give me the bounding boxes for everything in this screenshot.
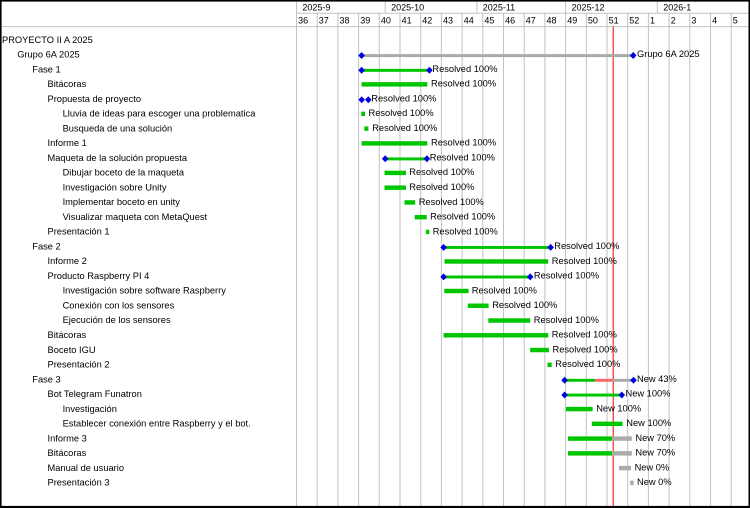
- svg-text:42: 42: [422, 16, 432, 26]
- svg-text:PROYECTO II A 2025: PROYECTO II A 2025: [2, 35, 93, 45]
- svg-text:52: 52: [629, 16, 639, 26]
- svg-text:Resolved 100%: Resolved 100%: [472, 285, 537, 295]
- svg-text:1: 1: [650, 16, 655, 26]
- svg-text:Lluvia de ideas para escoger u: Lluvia de ideas para escoger una problem…: [63, 109, 257, 119]
- svg-text:44: 44: [464, 16, 474, 26]
- svg-text:Presentación 1: Presentación 1: [48, 227, 110, 237]
- svg-text:Resolved 100%: Resolved 100%: [430, 152, 495, 162]
- svg-text:2: 2: [671, 16, 676, 26]
- svg-text:37: 37: [319, 16, 329, 26]
- svg-text:Resolved 100%: Resolved 100%: [369, 108, 434, 118]
- svg-text:New 100%: New 100%: [626, 389, 671, 399]
- svg-text:Informe 3: Informe 3: [48, 433, 87, 443]
- svg-text:2025-11: 2025-11: [483, 2, 515, 12]
- svg-text:Resolved 100%: Resolved 100%: [431, 79, 496, 89]
- svg-text:40: 40: [381, 16, 391, 26]
- svg-text:Bot Telegram Funatron: Bot Telegram Funatron: [48, 389, 142, 399]
- svg-text:51: 51: [609, 16, 619, 26]
- svg-text:Resolved 100%: Resolved 100%: [409, 167, 474, 177]
- svg-text:New 100%: New 100%: [596, 403, 641, 413]
- svg-text:Propuesta de proyecto: Propuesta de proyecto: [48, 94, 142, 104]
- svg-text:Fase 1: Fase 1: [32, 64, 60, 74]
- svg-text:38: 38: [340, 16, 350, 26]
- svg-text:43: 43: [443, 16, 453, 26]
- svg-text:Resolved 100%: Resolved 100%: [554, 241, 619, 251]
- svg-text:Fase 2: Fase 2: [32, 241, 60, 251]
- svg-text:Presentación 3: Presentación 3: [48, 478, 110, 488]
- svg-text:New 70%: New 70%: [635, 448, 675, 458]
- svg-text:Investigación sobre Unity: Investigación sobre Unity: [63, 182, 167, 192]
- svg-text:36: 36: [298, 16, 308, 26]
- svg-text:41: 41: [402, 16, 412, 26]
- svg-text:Resolved 100%: Resolved 100%: [371, 93, 436, 103]
- svg-text:2025-10: 2025-10: [391, 2, 424, 12]
- svg-text:2025-9: 2025-9: [302, 2, 330, 12]
- svg-text:Grupo 6A 2025: Grupo 6A 2025: [17, 50, 80, 60]
- svg-text:Visualizar maqueta con MetaQue: Visualizar maqueta con MetaQuest: [63, 212, 208, 222]
- svg-text:Boceto IGU: Boceto IGU: [48, 345, 96, 355]
- svg-text:Resolved 100%: Resolved 100%: [372, 123, 437, 133]
- svg-text:Resolved 100%: Resolved 100%: [534, 271, 599, 281]
- svg-text:Resolved 100%: Resolved 100%: [534, 315, 599, 325]
- svg-text:4: 4: [712, 16, 717, 26]
- svg-text:Resolved 100%: Resolved 100%: [433, 226, 498, 236]
- svg-text:Informe 2: Informe 2: [48, 256, 87, 266]
- svg-text:Manual de usuario: Manual de usuario: [48, 463, 125, 473]
- svg-text:Presentación 2: Presentación 2: [48, 360, 110, 370]
- svg-text:Investigación sobre software R: Investigación sobre software Raspberry: [63, 286, 227, 296]
- svg-text:50: 50: [588, 16, 598, 26]
- svg-text:Implementar boceto en unity: Implementar boceto en unity: [63, 197, 181, 207]
- svg-text:Bitácoras: Bitácoras: [48, 448, 87, 458]
- svg-text:Investigación: Investigación: [63, 404, 117, 414]
- svg-text:Resolved 100%: Resolved 100%: [552, 256, 617, 266]
- svg-text:Resolved 100%: Resolved 100%: [553, 344, 618, 354]
- svg-text:Bitácoras: Bitácoras: [48, 330, 87, 340]
- svg-text:46: 46: [505, 16, 515, 26]
- svg-text:Establecer conexión entre Rasp: Establecer conexión entre Raspberry y el…: [63, 419, 251, 429]
- svg-text:New 0%: New 0%: [637, 477, 672, 487]
- svg-text:New 100%: New 100%: [626, 418, 671, 428]
- svg-text:Bitácoras: Bitácoras: [48, 79, 87, 89]
- svg-text:Resolved 100%: Resolved 100%: [555, 359, 620, 369]
- svg-text:3: 3: [691, 16, 696, 26]
- svg-text:5: 5: [733, 16, 738, 26]
- svg-text:Resolved 100%: Resolved 100%: [552, 330, 617, 340]
- svg-text:47: 47: [526, 16, 536, 26]
- svg-text:New 0%: New 0%: [635, 462, 670, 472]
- svg-text:2025-12: 2025-12: [572, 2, 605, 12]
- svg-text:Informe 1: Informe 1: [48, 138, 87, 148]
- svg-text:Resolved 100%: Resolved 100%: [432, 64, 497, 74]
- svg-text:Dibujar boceto de la maqueta: Dibujar boceto de la maqueta: [63, 168, 185, 178]
- svg-text:Resolved 100%: Resolved 100%: [409, 182, 474, 192]
- svg-text:New 70%: New 70%: [635, 433, 675, 443]
- svg-text:49: 49: [567, 16, 577, 26]
- svg-text:45: 45: [484, 16, 494, 26]
- svg-text:Conexión con los sensores: Conexión con los sensores: [63, 301, 175, 311]
- svg-text:39: 39: [360, 16, 370, 26]
- svg-text:2026-1: 2026-1: [663, 2, 691, 12]
- svg-text:Busqueda de una solución: Busqueda de una solución: [63, 123, 173, 133]
- svg-text:Resolved 100%: Resolved 100%: [492, 300, 557, 310]
- svg-text:Ejecución de los sensores: Ejecución de los sensores: [63, 315, 171, 325]
- svg-text:Resolved 100%: Resolved 100%: [431, 138, 496, 148]
- svg-text:Resolved 100%: Resolved 100%: [430, 212, 495, 222]
- svg-text:48: 48: [547, 16, 557, 26]
- svg-text:Maqueta de la solución propues: Maqueta de la solución propuesta: [48, 153, 188, 163]
- svg-text:Resolved 100%: Resolved 100%: [419, 197, 484, 207]
- svg-text:Grupo 6A 2025: Grupo 6A 2025: [637, 49, 700, 59]
- svg-text:Fase 3: Fase 3: [32, 374, 60, 384]
- svg-text:Producto Raspberry PI 4: Producto Raspberry PI 4: [48, 271, 150, 281]
- svg-text:New 43%: New 43%: [637, 374, 677, 384]
